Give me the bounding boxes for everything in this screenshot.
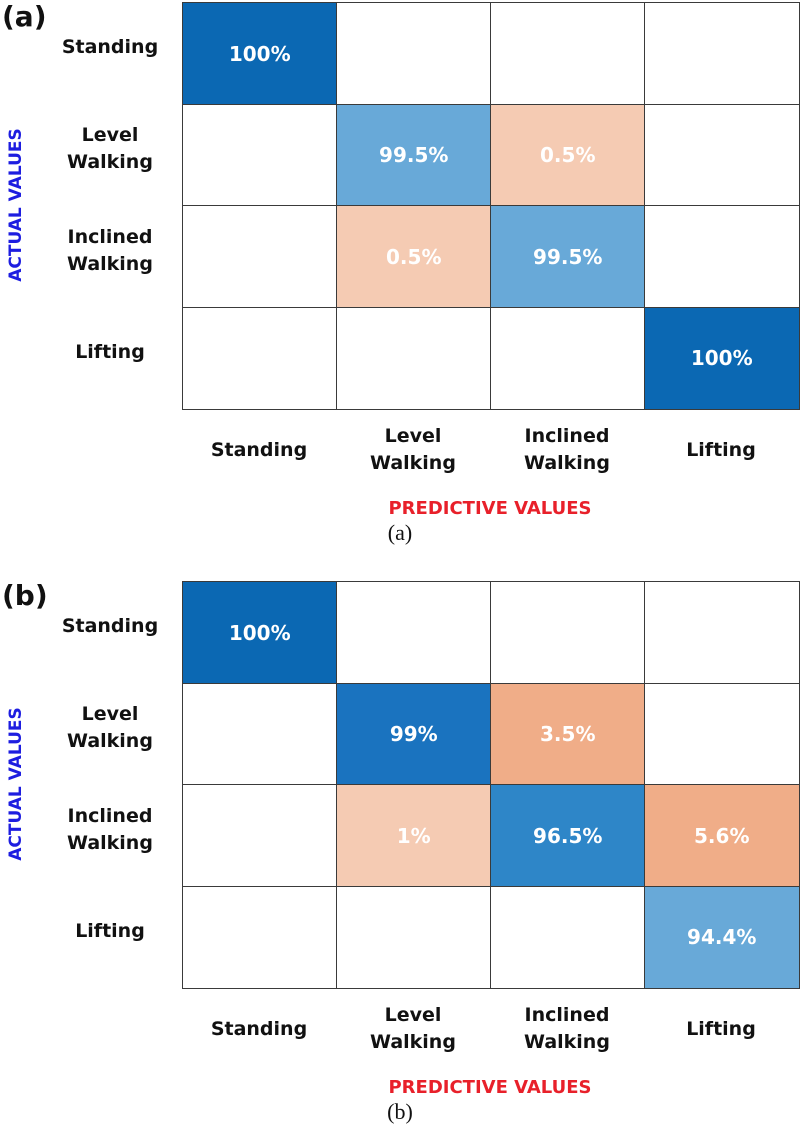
cell-label: 99.5% bbox=[533, 244, 603, 269]
heatmap-cell bbox=[490, 306, 646, 410]
heatmap-cell bbox=[336, 581, 492, 684]
cell-label: 96.5% bbox=[533, 823, 603, 848]
cell-label: 0.5% bbox=[540, 143, 596, 167]
y-category-label: Inclined Walking bbox=[67, 225, 153, 275]
heatmap-cell: 100% bbox=[182, 2, 338, 105]
heatmap-cell bbox=[182, 205, 338, 308]
heatmap-cell: 94.4% bbox=[644, 885, 800, 989]
heatmap-cell bbox=[644, 103, 800, 207]
y-category-label: Lifting bbox=[75, 919, 145, 942]
heatmap-cell: 1% bbox=[336, 784, 492, 887]
x-category-label: Level Walking bbox=[370, 425, 456, 474]
cell-label: 3.5% bbox=[540, 722, 596, 746]
x-axis-title: PREDICTIVE VALUES bbox=[388, 498, 592, 519]
caption: (b) bbox=[387, 1099, 413, 1124]
x-category-label: Level Walking bbox=[370, 1004, 456, 1053]
cell-label: 0.5% bbox=[386, 244, 442, 269]
x-axis-title: PREDICTIVE VALUES bbox=[388, 1077, 592, 1098]
heatmap-cell: 99% bbox=[336, 682, 492, 786]
panel-label: (a) bbox=[2, 0, 47, 33]
cell-label: 99% bbox=[389, 722, 438, 746]
cell-label: 5.6% bbox=[694, 823, 750, 848]
heatmap-cell: 99.5% bbox=[490, 205, 646, 308]
heatmap-cell bbox=[490, 581, 646, 684]
caption: (a) bbox=[387, 520, 413, 545]
y-axis-title: ACTUAL VALUES bbox=[6, 128, 26, 282]
heatmap-cell bbox=[336, 885, 492, 989]
heatmap-cell: 0.5% bbox=[336, 205, 492, 308]
heatmap-cell: 5.6% bbox=[644, 784, 800, 887]
heatmap-cell: 96.5% bbox=[490, 784, 646, 887]
heatmap-cell bbox=[336, 2, 492, 105]
heatmap-cell bbox=[644, 682, 800, 786]
x-category-label: Inclined Walking bbox=[524, 425, 610, 474]
y-category-label: Standing bbox=[61, 36, 159, 59]
y-category-label: Inclined Walking bbox=[67, 804, 153, 854]
cell-label: 100% bbox=[228, 620, 291, 645]
y-category-label: Standing bbox=[61, 615, 159, 638]
heatmap-cell bbox=[182, 103, 338, 207]
cell-label: 100% bbox=[228, 41, 291, 66]
heatmap-cell bbox=[336, 306, 492, 410]
heatmap-cell: 0.5% bbox=[490, 103, 646, 207]
x-category-label: Inclined Walking bbox=[524, 1004, 610, 1053]
heatmap-cell bbox=[644, 581, 800, 684]
heatmap-cell: 100% bbox=[644, 306, 800, 410]
heatmap-cell bbox=[182, 306, 338, 410]
cell-label: 99.5% bbox=[379, 143, 449, 167]
y-axis-title: ACTUAL VALUES bbox=[6, 707, 26, 861]
heatmap-cell: 99.5% bbox=[336, 103, 492, 207]
cell-label: 100% bbox=[690, 346, 753, 370]
heatmap-cell bbox=[644, 2, 800, 105]
cell-label: 94.4% bbox=[687, 925, 757, 949]
heatmap-cell: 3.5% bbox=[490, 682, 646, 786]
x-category-label: Standing bbox=[210, 1017, 308, 1040]
x-category-label: Standing bbox=[210, 438, 308, 461]
heatmap-cell: 100% bbox=[182, 581, 338, 684]
x-category-label: Lifting bbox=[686, 438, 756, 461]
panel-label: (b) bbox=[2, 579, 48, 612]
cell-label: 1% bbox=[396, 823, 431, 848]
y-category-label: Level Walking bbox=[67, 124, 153, 174]
heatmap-cell bbox=[182, 682, 338, 786]
heatmap-cell bbox=[490, 2, 646, 105]
y-category-label: Lifting bbox=[75, 340, 145, 363]
heatmap-cell bbox=[490, 885, 646, 989]
y-category-label: Level Walking bbox=[67, 703, 153, 753]
heatmap-cell bbox=[182, 885, 338, 989]
heatmap-cell bbox=[182, 784, 338, 887]
x-category-label: Lifting bbox=[686, 1017, 756, 1040]
heatmap-cell bbox=[644, 205, 800, 308]
